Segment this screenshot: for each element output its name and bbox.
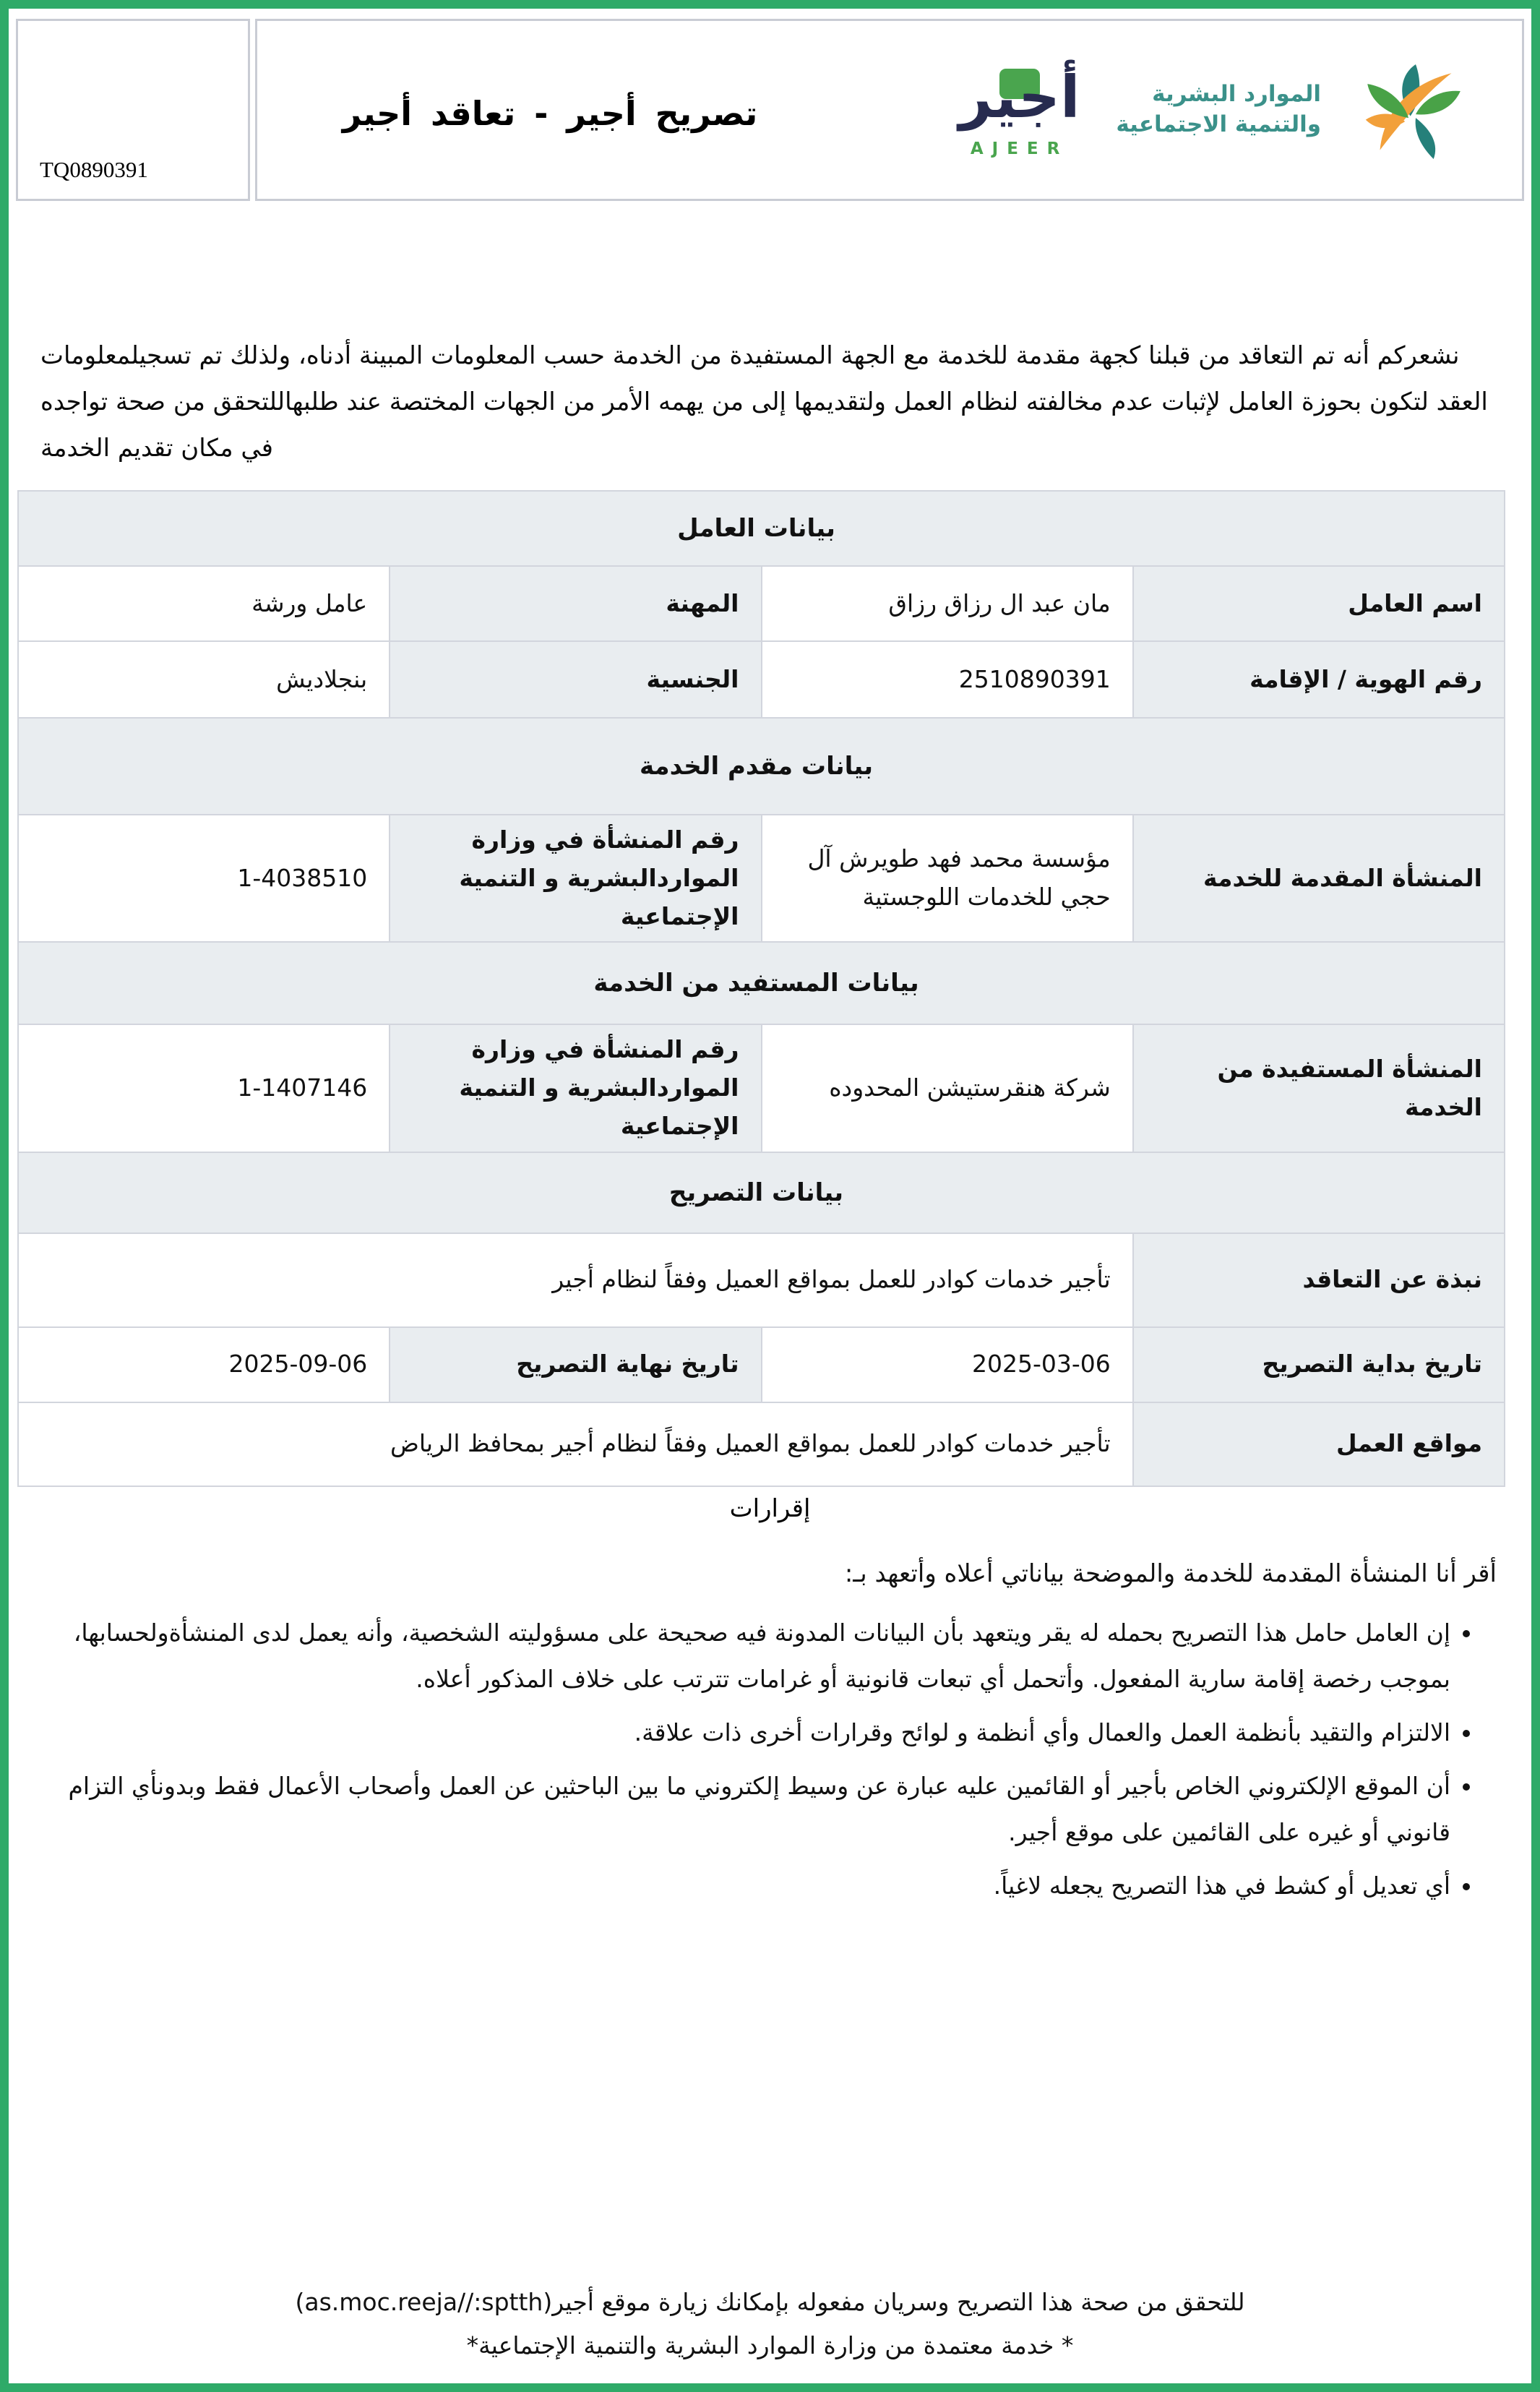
nationality-value: بنجلاديش	[17, 640, 391, 719]
beneficiary-facility-value: شركة هنقرستيشن المحدوده	[760, 1024, 1134, 1153]
end-date-label: تاريخ نهاية التصريح	[389, 1326, 762, 1403]
declaration-item: أن الموقع الإلكتروني الخاص بأجير أو القا…	[52, 1763, 1450, 1856]
id-number-label: رقم الهوية / الإقامة	[1132, 640, 1506, 719]
ajeer-arabic-text: أجير	[958, 64, 1080, 131]
verify-url: (as.moc.reeja//:sptth)	[295, 2288, 553, 2316]
table-row: مواقع العمل تأجير خدمات كوادر للعمل بموا…	[17, 1401, 1506, 1487]
certified-line: * خدمة معتمدة من وزارة الموارد البشرية و…	[466, 2331, 1074, 2359]
declaration-item: الالتزام والتقيد بأنظمة العمل والعمال وأ…	[52, 1710, 1450, 1756]
table-row: المنشأة المقدمة للخدمة مؤسسة محمد فهد طو…	[17, 813, 1506, 943]
section-header-provider: بيانات مقدم الخدمة	[17, 717, 1505, 815]
table-row: المنشأة المستفيدة من الخدمة شركة هنقرستي…	[17, 1024, 1506, 1153]
permit-number-box: TQ0890391	[16, 19, 250, 201]
verify-text: للتحقق من صحة هذا التصريح وسريان مفعوله …	[552, 2288, 1245, 2316]
declarations-title: إقرارات	[729, 1493, 811, 1523]
worker-name-label: اسم العامل	[1132, 565, 1506, 642]
beneficiary-facility-label: المنشأة المستفيدة من الخدمة	[1132, 1024, 1506, 1153]
section-title: بيانات مقدم الخدمة	[17, 717, 1505, 815]
ministry-line2: والتنمية الاجتماعية	[1116, 111, 1321, 137]
contract-summary-value: تأجير خدمات كوادر للعمل بمواقع العميل وف…	[17, 1232, 1134, 1328]
profession-value: عامل ورشة	[17, 565, 391, 642]
intro-paragraph: نشعركم أنه تم التعاقد من قبلنا كجهة مقدم…	[40, 341, 1488, 463]
provider-facility-value: مؤسسة محمد فهد طويرش آل حجي للخدمات اللو…	[760, 813, 1134, 943]
verify-line: للتحقق من صحة هذا التصريح وسريان مفعوله …	[9, 2281, 1531, 2324]
page-title: تصريح أجير - تعاقد أجير	[342, 93, 758, 133]
declarations-intro: أقر أنا المنشأة المقدمة للخدمة والموضحة …	[844, 1559, 1497, 1588]
beneficiary-number-label: رقم المنشأة في وزارة المواردالبشرية و ال…	[389, 1024, 762, 1153]
table-row: اسم العامل مان عبد ال رزاق رزاق المهنة ع…	[17, 565, 1506, 642]
beneficiary-number-value: 1-1407146	[17, 1024, 391, 1153]
nationality-label: الجنسية	[389, 640, 762, 719]
start-date-value: 2025-03-06	[760, 1326, 1134, 1403]
table-row: رقم الهوية / الإقامة 2510890391 الجنسية …	[17, 640, 1506, 719]
provider-number-value: 1-4038510	[17, 813, 391, 943]
ministry-wordmark: الموارد البشرية والتنمية الاجتماعية	[1116, 80, 1321, 140]
logos: أجير AJEER الموارد البشرية والتنمية الاج…	[959, 61, 1474, 159]
permit-number: TQ0890391	[40, 157, 148, 182]
section-header-beneficiary: بيانات المستفيد من الخدمة	[17, 941, 1505, 1026]
contract-summary-label: نبذة عن التعاقد	[1132, 1232, 1506, 1328]
end-date-value: 2025-09-06	[17, 1326, 391, 1403]
section-header-worker: بيانات العامل	[17, 490, 1505, 567]
permit-table: بيانات العامل اسم العامل مان عبد ال رزاق…	[17, 490, 1506, 1487]
section-title: بيانات التصريح	[17, 1151, 1505, 1234]
document-header: TQ0890391 تصريح أجير - تعاقد أجير أجير A…	[16, 19, 1524, 201]
table-row: نبذة عن التعاقد تأجير خدمات كوادر للعمل …	[17, 1232, 1506, 1328]
provider-facility-label: المنشأة المقدمة للخدمة	[1132, 813, 1506, 943]
section-title: بيانات المستفيد من الخدمة	[17, 941, 1505, 1026]
declaration-item: إن العامل حامل هذا التصريح بحمله له يقر …	[52, 1610, 1450, 1702]
id-number-value: 2510890391	[760, 640, 1134, 719]
profession-label: المهنة	[389, 565, 762, 642]
section-header-permit: بيانات التصريح	[17, 1151, 1505, 1234]
title-logo-box: تصريح أجير - تعاقد أجير أجير AJEER الموا…	[255, 19, 1524, 201]
declaration-item: أي تعديل أو كشط في هذا التصريح يجعله لاغ…	[52, 1863, 1450, 1909]
section-title: بيانات العامل	[17, 490, 1505, 567]
document-footer: للتحقق من صحة هذا التصريح وسريان مفعوله …	[9, 2281, 1531, 2367]
ministry-palm-icon	[1365, 64, 1461, 159]
provider-number-label: رقم المنشأة في وزارة المواردالبشرية و ال…	[389, 813, 762, 943]
work-locations-value: تأجير خدمات كوادر للعمل بمواقع العميل وف…	[17, 1401, 1134, 1487]
start-date-label: تاريخ بداية التصريح	[1132, 1326, 1506, 1403]
declarations-list: إن العامل حامل هذا التصريح بحمله له يقر …	[52, 1603, 1497, 1909]
worker-name-value: مان عبد ال رزاق رزاق	[760, 565, 1134, 642]
work-locations-label: مواقع العمل	[1132, 1401, 1506, 1487]
ajeer-logo: أجير AJEER	[959, 61, 1080, 158]
blank-space	[9, 1909, 1531, 2281]
ministry-line1: الموارد البشرية	[1152, 81, 1321, 108]
ajeer-latin-text: AJEER	[970, 140, 1069, 158]
table-row: تاريخ بداية التصريح 2025-03-06 تاريخ نها…	[17, 1326, 1506, 1403]
ajeer-green-square-icon	[999, 69, 1040, 99]
ajeer-wordmark: أجير	[959, 61, 1080, 137]
